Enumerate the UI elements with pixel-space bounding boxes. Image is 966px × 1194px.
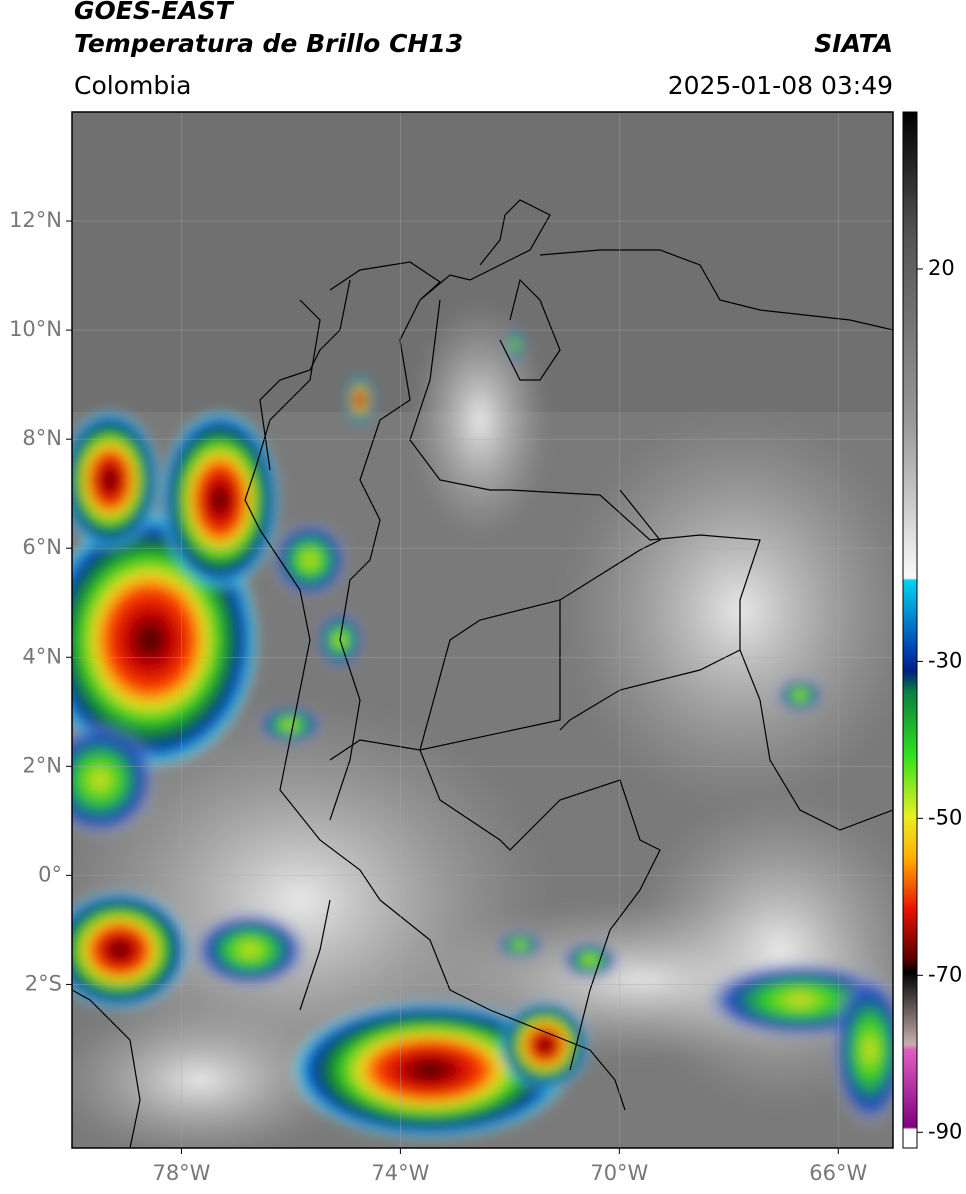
product: Temperatura de Brillo CH13	[74, 29, 463, 58]
convection	[255, 705, 325, 745]
convection	[72, 410, 160, 550]
convection	[190, 910, 310, 990]
colorbar-tick-label: -30	[928, 648, 962, 672]
x-tick-label: 74°W	[371, 1161, 429, 1185]
region: Colombia	[74, 71, 191, 100]
y-tick-label: 10°N	[9, 317, 62, 341]
source: SIATA	[814, 29, 893, 58]
colorbar-tick-label: -50	[928, 805, 962, 829]
convection	[775, 677, 825, 713]
y-tick-label: 2°S	[25, 971, 62, 995]
convection	[346, 375, 374, 425]
x-tick-label: 78°W	[152, 1161, 210, 1185]
cloud	[72, 1000, 350, 1148]
convection	[290, 1000, 570, 1140]
map-frame	[71, 111, 894, 1149]
y-tick-label: 4°N	[22, 644, 62, 668]
satellite: GOES-EAST	[74, 0, 235, 25]
convection	[270, 520, 350, 600]
colorbar-tick-label: -90	[928, 1119, 962, 1143]
imagery	[72, 112, 893, 1148]
colorbar-tick-label: -70	[928, 962, 962, 986]
cloud	[410, 300, 550, 540]
colorbar	[902, 111, 918, 1149]
y-tick-label: 12°N	[9, 208, 62, 232]
convection	[72, 890, 190, 1010]
y-tick-label: 0°	[38, 862, 62, 886]
convection	[495, 930, 545, 960]
y-tick-label: 2°N	[22, 753, 62, 777]
x-tick-label: 70°W	[590, 1161, 648, 1185]
colorbar-tick-label: 20	[928, 256, 955, 280]
convection	[830, 970, 893, 1130]
convection	[505, 325, 525, 365]
convection	[160, 410, 280, 590]
x-tick-label: 66°W	[809, 1161, 867, 1185]
convection	[560, 940, 620, 980]
datetime: 2025-01-08 03:49	[668, 71, 893, 100]
convection	[72, 720, 160, 840]
y-tick-label: 6°N	[22, 535, 62, 559]
borders	[72, 199, 893, 1148]
y-tick-label: 8°N	[22, 426, 62, 450]
